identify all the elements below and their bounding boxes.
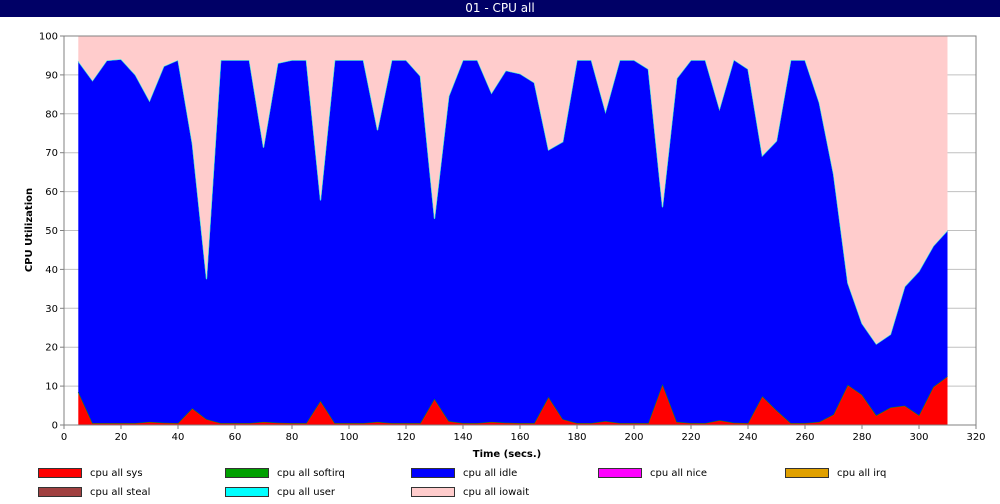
axes: 0 10 20 30 40 50 60 70 80 90 100 0 20 40 60 80 100 120 140… (39, 32, 986, 444)
legend-label: cpu all irq (837, 467, 887, 479)
legend-item: cpu all user (225, 485, 335, 499)
legend-swatch (411, 468, 455, 478)
area-cpu-all-sys (78, 376, 948, 425)
y-tick-label: 20 (45, 343, 58, 354)
legend-item: cpu all idle (411, 466, 517, 480)
y-tick-label: 60 (45, 187, 58, 198)
legend-item: cpu all softirq (225, 466, 345, 480)
legend-swatch (225, 487, 269, 497)
x-tick-label: 280 (852, 432, 871, 443)
legend-label: cpu all iowait (463, 486, 530, 498)
legend-label: cpu all nice (650, 467, 707, 479)
x-tick-label: 60 (229, 432, 242, 443)
y-tick-label: 100 (39, 32, 58, 43)
stacked-areas (77, 36, 948, 425)
legend-item: cpu all steal (38, 485, 150, 499)
x-tick-label: 220 (681, 432, 700, 443)
legend-label: cpu all softirq (277, 467, 345, 479)
x-tick-label: 100 (339, 432, 358, 443)
y-tick-label: 80 (45, 109, 58, 120)
x-tick-label: 300 (909, 432, 928, 443)
legend-label: cpu all idle (463, 467, 518, 479)
x-tick-label: 160 (510, 432, 529, 443)
x-axis-title: Time (secs.) (473, 449, 542, 460)
legend-item: cpu all nice (598, 466, 707, 480)
legend-item: cpu all irq (785, 466, 886, 480)
x-tick-label: 0 (61, 432, 67, 443)
x-tick-label: 180 (567, 432, 586, 443)
y-tick-label: 30 (45, 304, 58, 315)
x-tick-label: 140 (453, 432, 472, 443)
legend-swatch (225, 468, 269, 478)
y-tick-label: 10 (45, 382, 58, 393)
legend-swatch (598, 468, 642, 478)
legend-swatch (785, 468, 829, 478)
legend-swatch (411, 487, 455, 497)
y-tick-label: 50 (45, 226, 58, 237)
cpu-utilization-chart: 0 10 20 30 40 50 60 70 80 90 100 0 20 40 60 80 100 120 140… (24, 32, 986, 461)
y-tick-label: 90 (45, 70, 58, 81)
x-tick-label: 320 (966, 432, 985, 443)
area-cpu-all-idle (78, 59, 948, 424)
legend-swatch (38, 468, 82, 478)
y-axis-title: CPU Utilization (24, 188, 35, 272)
legend-label: cpu all sys (90, 467, 143, 479)
x-tick-label: 40 (172, 432, 185, 443)
x-tick-label: 240 (738, 432, 757, 443)
window-title-bar: 01 - CPU all (0, 0, 1000, 17)
legend-swatch (38, 487, 82, 497)
x-tick-label: 20 (115, 432, 128, 443)
x-tick-label: 200 (624, 432, 643, 443)
y-tick-label: 40 (45, 265, 58, 276)
x-tick-label: 120 (396, 432, 415, 443)
window-title: 01 - CPU all (465, 1, 535, 15)
legend-item: cpu all iowait (411, 485, 529, 499)
y-tick-label: 70 (45, 148, 58, 159)
legend-item: cpu all sys (38, 466, 143, 480)
x-tick-label: 260 (795, 432, 814, 443)
x-tick-label: 80 (286, 432, 299, 443)
area-cpu-all-iowait (78, 36, 948, 345)
legend-label: cpu all user (277, 486, 336, 498)
y-tick-label: 0 (52, 421, 58, 432)
chart-legend: cpu all sys cpu all softirq cpu all idle cp… (0, 462, 1000, 504)
legend-label: cpu all steal (90, 486, 151, 498)
